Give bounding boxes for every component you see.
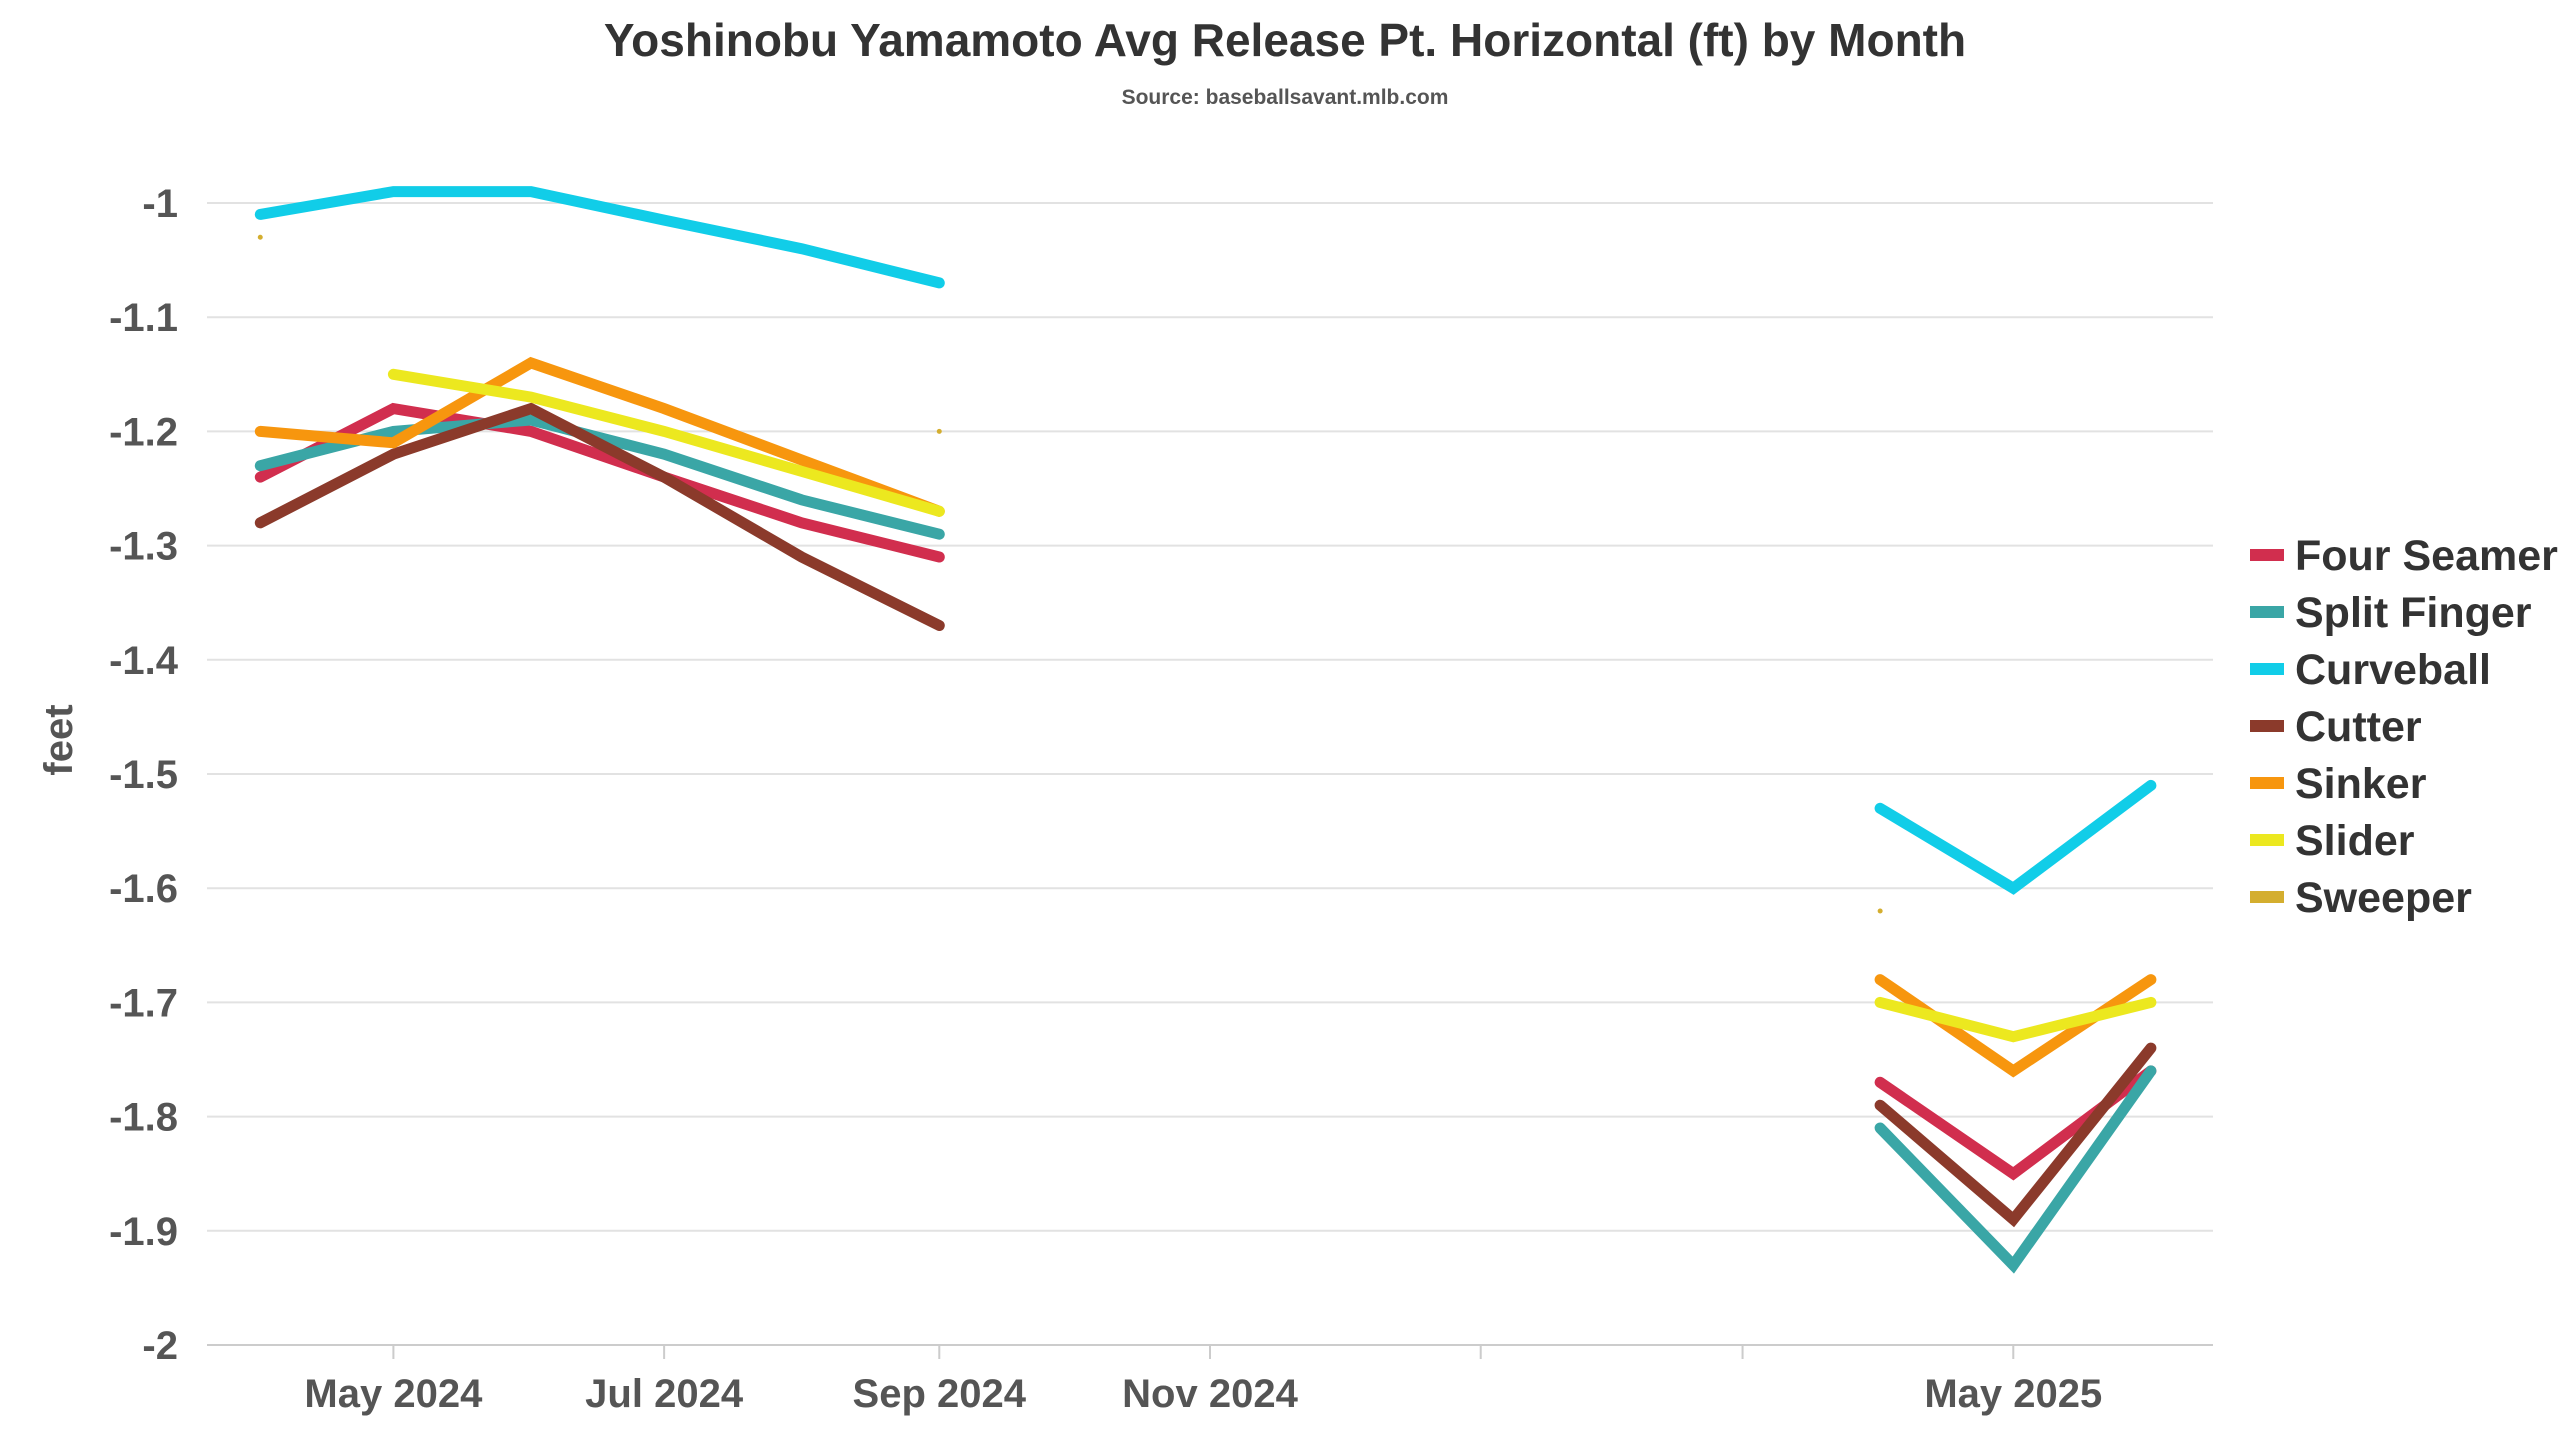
series-split-finger [254,414,2157,1274]
series-line [387,368,945,517]
data-point [257,234,263,240]
legend-item-split-finger[interactable]: Split Finger [2250,589,2532,637]
legend-item-curveball[interactable]: Curveball [2250,646,2491,694]
x-tick-label: Jul 2024 [585,1372,744,1416]
series-line [1874,1042,2157,1228]
series-sinker [254,356,2157,1078]
series-lines [254,186,2157,1274]
chart-subtitle: Source: baseballsavant.mlb.com [1122,86,1449,109]
series-sweeper [257,234,1883,914]
series-slider [387,368,2157,1043]
y-tick-label: -1 [142,182,178,226]
legend-label: Cutter [2295,703,2422,751]
y-tick-label: -1.9 [109,1210,178,1254]
data-point [1877,908,1883,914]
series-curveball [254,186,2157,895]
legend-swatch [2250,606,2284,618]
y-tick-label: -2 [142,1324,178,1368]
y-tick-label: -1.2 [109,410,178,454]
x-tick-label: May 2024 [304,1372,483,1416]
legend-label: Split Finger [2295,589,2532,637]
series-cutter [254,402,2157,1228]
series-line [254,356,945,517]
legend-item-slider[interactable]: Slider [2250,817,2415,865]
axes: -1 -1.1 -1.2 -1.3 -1.4 -1.5 -1.6 -1.7 -1.8 -1.9 -2… [109,182,2213,1416]
x-tick-label: Nov 2024 [1122,1372,1298,1416]
legend-label: Slider [2295,817,2415,865]
legend-label: Sweeper [2295,874,2472,922]
legend-swatch [2250,891,2284,903]
series-line [1874,974,2157,1078]
data-point [936,428,942,434]
y-axis-label: feet [37,704,81,775]
y-tick-label: -1.8 [109,1096,178,1140]
legend-label: Sinker [2295,760,2427,808]
gridlines [207,202,2213,1232]
legend-swatch [2250,720,2284,732]
x-tick-label: May 2025 [1924,1372,2102,1416]
legend-swatch [2250,777,2284,789]
y-tick-label: -1.4 [109,639,179,683]
legend-swatch [2250,549,2284,561]
legend-label: Curveball [2295,646,2491,694]
series-line [254,402,945,631]
y-tick-label: -1.3 [109,525,178,569]
legend: Four Seamer Split Finger Curveball Cutter Si… [2250,532,2558,922]
legend-item-sweeper[interactable]: Sweeper [2250,874,2472,922]
y-tick-label: -1.6 [109,867,178,911]
series-four-seamer [254,402,2157,1181]
series-line [1874,779,2157,895]
legend-item-cutter[interactable]: Cutter [2250,703,2422,751]
series-line [1874,996,2157,1043]
x-tick-label: Sep 2024 [853,1372,1027,1416]
chart-title: Yoshinobu Yamamoto Avg Release Pt. Horiz… [604,14,1966,66]
legend-item-sinker[interactable]: Sinker [2250,760,2427,808]
series-line [254,402,945,563]
series-line [1874,1065,2157,1274]
legend-swatch [2250,663,2284,675]
legend-swatch [2250,834,2284,846]
legend-label: Four Seamer [2295,532,2558,580]
series-line [254,186,945,289]
legend-item-four-seamer[interactable]: Four Seamer [2250,532,2558,580]
y-tick-label: -1.5 [109,753,178,797]
y-tick-label: -1.7 [109,981,178,1025]
y-tick-label: -1.1 [109,296,178,340]
